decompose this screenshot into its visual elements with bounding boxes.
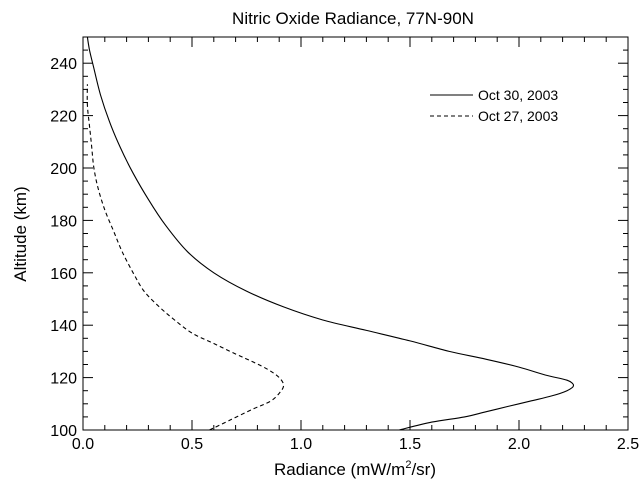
legend-label-oct-30: Oct 30, 2003 [478,87,558,103]
x-tick-label: 2.5 [617,436,639,453]
series-line-oct-30 [86,36,575,431]
x-tick-label: 1.5 [399,436,421,453]
y-tick-label: 220 [50,109,77,126]
y-tick-label: 120 [50,371,77,388]
y-tick-label: 160 [50,266,77,283]
plot-frame [82,36,629,431]
axis-ticks [82,36,629,431]
y-tick-label: 200 [50,161,77,178]
x-tick-label: 0.5 [181,436,203,453]
y-axis-title: Altitude (km) [11,186,30,281]
y-tick-label: 140 [50,318,77,335]
x-tick-label: 2.0 [508,436,530,453]
tick-labels: 0.0 0.5 1.0 1.5 2.0 2.5 100 120 140 160 180 200 220 2… [50,56,639,453]
chart-title: Nitric Oxide Radiance, 77N-90N [232,9,474,28]
y-tick-label: 240 [50,56,77,73]
x-tick-label: 1.0 [290,436,312,453]
x-tick-label: 0.0 [72,436,94,453]
plot-series [86,36,575,431]
legend: Oct 30, 2003 Oct 27, 2003 [430,87,558,124]
y-tick-label: 100 [50,423,77,440]
legend-label-oct-27: Oct 27, 2003 [478,108,558,124]
x-axis-title: Radiance (mW/m2/sr) [274,459,436,479]
y-tick-label: 180 [50,213,77,230]
series-line-oct-27 [86,84,285,431]
